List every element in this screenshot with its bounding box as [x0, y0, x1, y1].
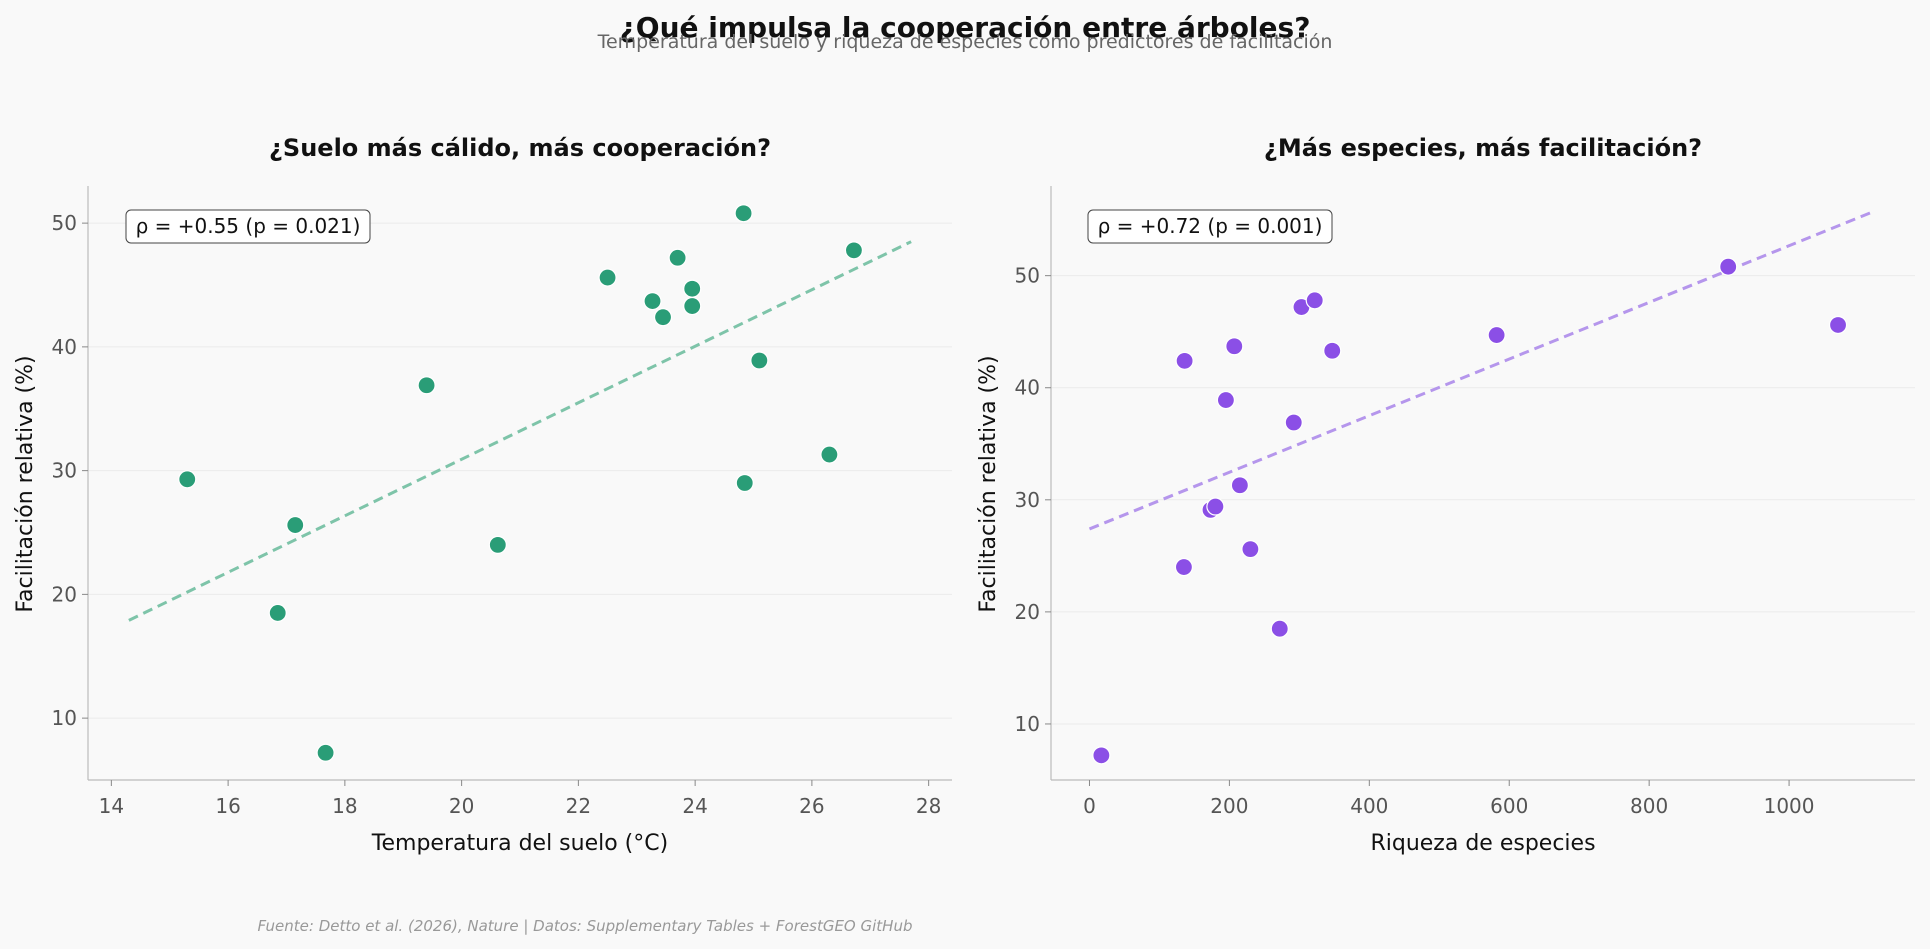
data-point-temperature-12: [734, 204, 753, 223]
points-richness: [1092, 257, 1848, 765]
x-tick-label-richness-600: 600: [1490, 794, 1528, 818]
x-axis-label-temperature: Temperatura del suelo (°C): [371, 831, 668, 856]
x-tick-label-temperature-18: 18: [332, 794, 357, 818]
data-point-richness-16: [1828, 315, 1848, 335]
trend-line-temperature-group: [128, 240, 912, 622]
annotation-box-temperature: [125, 209, 371, 244]
y-tick-label-richness-40: 40: [1015, 376, 1040, 400]
y-tick-label-temperature-30: 30: [52, 459, 77, 483]
data-point-richness-2: [1175, 351, 1194, 370]
x-tick-label-richness-1000: 1000: [1764, 794, 1815, 818]
y-tick-label-richness-20: 20: [1015, 600, 1040, 624]
panel-title-richness: ¿Más especies, más facilitación?: [1264, 134, 1702, 162]
panel-title-temperature: ¿Suelo más cálido, más cooperación?: [269, 134, 771, 162]
gridlines-richness: [1051, 275, 1915, 725]
x-tick-label-richness-0: 0: [1083, 794, 1096, 818]
y-tick-label-temperature-10: 10: [52, 706, 77, 730]
trend-line-richness-group: [1088, 210, 1874, 531]
gridlines-temperature: [88, 222, 952, 719]
data-point-richness-4: [1206, 497, 1225, 516]
data-point-temperature-11: [683, 296, 702, 316]
annotation-temperature: ρ = +0.55 (p = 0.021): [136, 214, 361, 238]
axes-temperature: [87, 186, 952, 781]
data-point-richness-15: [1719, 257, 1738, 276]
ticks-temperature: 10 20 30 40 50 14 16 18 20 22 24 26 28: [52, 211, 942, 818]
points-temperature: [178, 204, 864, 762]
x-axis-label-richness: Riqueza de especies: [1370, 831, 1595, 856]
data-point-richness-14: [1487, 325, 1506, 345]
data-point-richness-12: [1305, 291, 1324, 310]
y-axis-label-richness: Facilitación relativa (%): [976, 355, 1001, 612]
temperature-scatter-panel: ¿Suelo más cálido, más cooperación? 10 20…: [13, 134, 952, 856]
data-point-richness-7: [1230, 476, 1249, 495]
ticks-richness: 10 20 30 40 50 0 200 400 600 800 1000: [1015, 264, 1815, 818]
axes-richness: [1050, 186, 1915, 781]
figure-title: ¿Qué impulsa la cooperación entre árbole…: [620, 11, 1311, 44]
trend-line-temperature: [128, 240, 912, 622]
y-tick-label-temperature-40: 40: [52, 335, 77, 359]
y-tick-label-richness-50: 50: [1015, 264, 1040, 288]
figure-subtitle: Temperatura del suelo y riqueza de espec…: [597, 31, 1333, 53]
y-tick-label-richness-30: 30: [1015, 488, 1040, 512]
x-tick-label-temperature-22: 22: [566, 794, 591, 818]
data-point-temperature-3: [316, 743, 335, 762]
x-tick-label-temperature-20: 20: [449, 794, 474, 818]
data-point-temperature-5: [488, 535, 507, 554]
data-point-richness-10: [1284, 413, 1303, 432]
data-point-temperature-9: [668, 248, 687, 267]
y-tick-label-temperature-50: 50: [52, 211, 77, 235]
data-point-temperature-0: [178, 470, 197, 489]
data-point-richness-0: [1092, 746, 1111, 765]
data-point-richness-13: [1323, 341, 1342, 360]
x-tick-label-temperature-24: 24: [682, 794, 707, 818]
x-tick-label-temperature-28: 28: [916, 794, 941, 818]
data-point-temperature-7: [643, 291, 662, 311]
y-axis-label-temperature: Facilitación relativa (%): [13, 355, 38, 612]
data-point-temperature-8: [653, 308, 673, 327]
data-point-temperature-13: [735, 473, 754, 493]
y-tick-label-temperature-20: 20: [52, 582, 77, 606]
data-point-richness-6: [1225, 337, 1244, 356]
data-point-temperature-14: [750, 351, 769, 370]
source-note: Fuente: Detto et al. (2026), Nature | Da…: [258, 917, 913, 935]
richness-scatter-panel: ¿Más especies, más facilitación? 10 20 30 4…: [976, 134, 1915, 856]
x-tick-label-richness-200: 200: [1210, 794, 1248, 818]
x-tick-label-temperature-26: 26: [799, 794, 824, 818]
annotation-box-richness: [1087, 209, 1333, 244]
data-point-temperature-4: [417, 376, 436, 395]
x-tick-label-temperature-14: 14: [99, 794, 124, 818]
data-point-richness-5: [1216, 390, 1235, 410]
y-tick-label-richness-10: 10: [1015, 712, 1040, 736]
data-point-richness-1: [1174, 557, 1194, 577]
data-point-temperature-6: [598, 268, 617, 287]
data-point-richness-8: [1241, 540, 1260, 559]
data-point-temperature-16: [844, 241, 864, 260]
data-point-temperature-15: [820, 445, 839, 464]
x-tick-label-richness-800: 800: [1630, 794, 1668, 818]
data-point-temperature-1: [268, 603, 287, 623]
data-point-temperature-10: [683, 279, 702, 298]
data-point-temperature-2: [286, 515, 305, 535]
trend-line-richness: [1088, 210, 1874, 531]
x-tick-label-richness-400: 400: [1350, 794, 1388, 818]
annotation-richness: ρ = +0.72 (p = 0.001): [1098, 214, 1323, 238]
data-point-richness-9: [1270, 619, 1289, 638]
x-tick-label-temperature-16: 16: [215, 794, 240, 818]
